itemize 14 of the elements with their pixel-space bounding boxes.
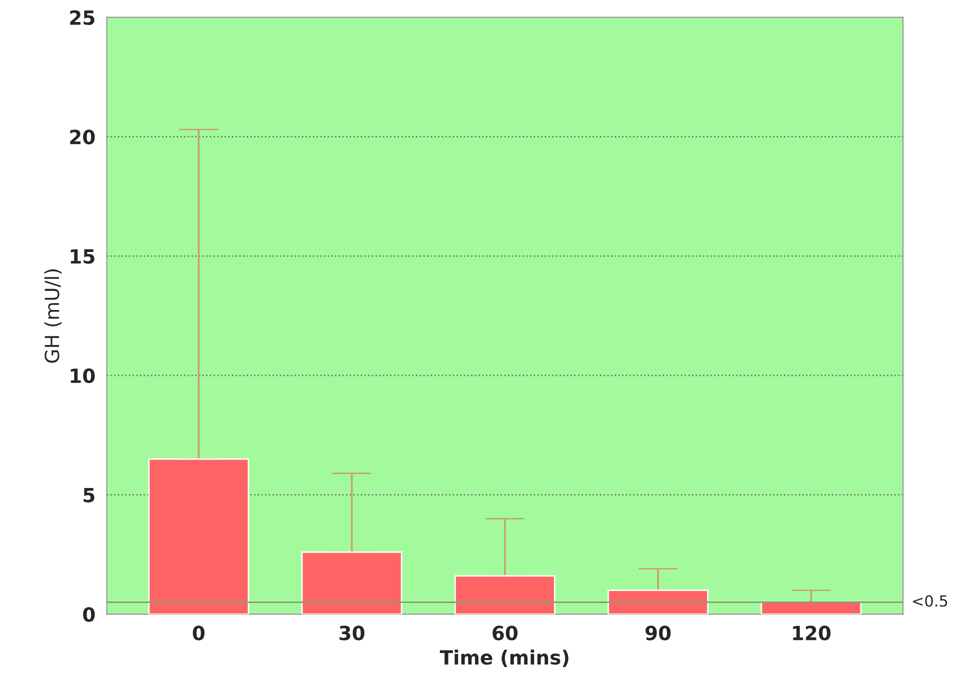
y-axis-title: GH (mU/l) (44, 269, 62, 363)
x-tick-label: 90 (646, 626, 671, 640)
x-tick-label: 30 (340, 626, 364, 640)
y-tick-label: 10 (70, 368, 95, 384)
y-tick-label: 0 (83, 607, 95, 622)
x-tick-label: 60 (492, 626, 518, 640)
y-tick-label: 15 (70, 249, 94, 264)
x-tick-label: 120 (793, 626, 831, 640)
x-tick-label: 0 (192, 626, 205, 640)
y-tick-label: 5 (84, 488, 94, 502)
ref-line-label: <0.5 (912, 595, 948, 607)
x-axis-title: Time (mins) (440, 650, 568, 668)
y-tick-label: 25 (70, 10, 94, 26)
y-tick-label: 20 (70, 130, 95, 144)
